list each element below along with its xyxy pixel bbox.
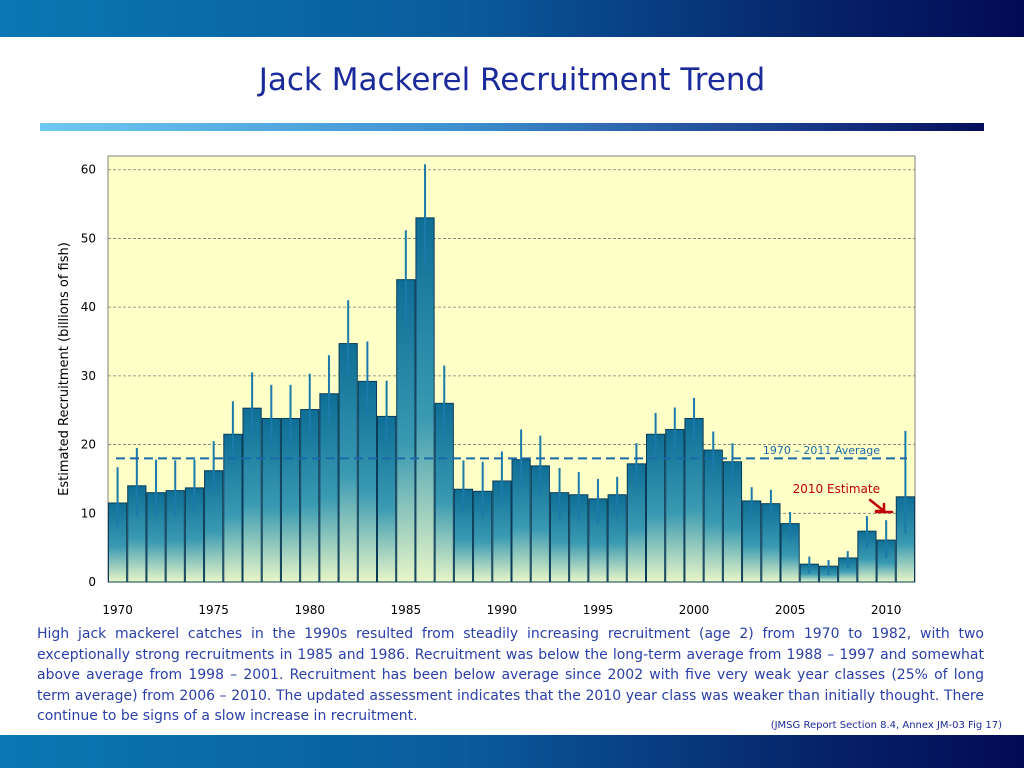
- y-tick-label: 10: [81, 506, 96, 520]
- bar-1982: [338, 343, 358, 583]
- x-tick-label: 1985: [391, 603, 422, 617]
- bar-1986: [415, 217, 435, 583]
- x-tick-label: 1975: [198, 603, 229, 617]
- estimate-label: 2010 Estimate: [793, 482, 880, 496]
- error-bars: [116, 164, 907, 576]
- x-tick-label: 1995: [583, 603, 614, 617]
- recruitment-bar-chart: 0 10 20 30 40 50 60 1970 1975 1980 1985 1990 1995 20…: [57, 155, 916, 617]
- y-axis-label: Estimated Recruitment (billions of fish): [57, 242, 72, 496]
- x-tick-label: 1990: [487, 603, 518, 617]
- slide-title: Jack Mackerel Recruitment Trend: [258, 62, 766, 98]
- title-underline: [40, 123, 984, 131]
- y-tick-label: 20: [81, 438, 96, 452]
- bars: [108, 217, 915, 583]
- source-note: (JMSG Report Section 8.4, Annex JM-03 Fi…: [770, 720, 1002, 731]
- bottom-banner: [0, 735, 1024, 768]
- average-label: 1970 – 2011 Average: [763, 444, 880, 457]
- x-tick-label: 2005: [775, 603, 806, 617]
- y-tick-label: 50: [81, 231, 96, 245]
- x-tick-label: 2000: [679, 603, 710, 617]
- y-tick-label: 60: [81, 163, 96, 177]
- top-banner: [0, 0, 1024, 37]
- y-tick-labels: 0 10 20 30 40 50 60: [81, 163, 96, 589]
- y-tick-label: 30: [81, 369, 96, 383]
- y-tick-label: 0: [88, 575, 96, 589]
- x-tick-labels: 1970 1975 1980 1985 1990 1995 2000 2005 2010: [102, 603, 901, 617]
- estimate-arrow-icon: [868, 498, 894, 514]
- x-tick-label: 1970: [102, 603, 133, 617]
- slide-caption: High jack mackerel catches in the 1990s …: [37, 626, 984, 725]
- y-tick-label: 40: [81, 300, 96, 314]
- x-tick-label: 1980: [294, 603, 325, 617]
- gridlines: [108, 169, 915, 514]
- x-tick-label: 2010: [871, 603, 902, 617]
